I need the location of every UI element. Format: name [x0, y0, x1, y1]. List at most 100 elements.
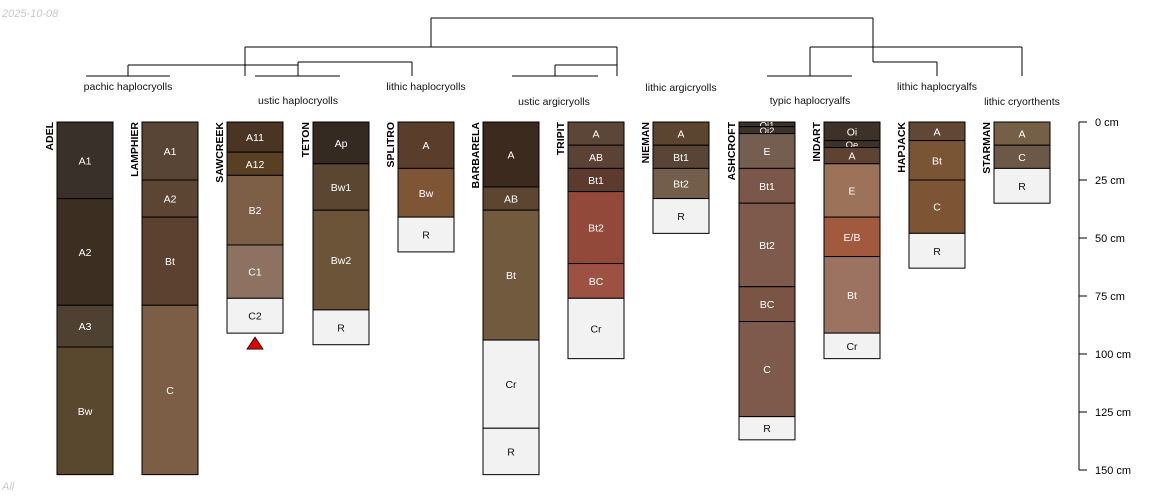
- horizon-label: R: [422, 230, 430, 242]
- horizon-label: R: [1018, 181, 1026, 193]
- horizon-label: Cr: [590, 323, 602, 335]
- group-label-lithic-haplocryalfs: lithic haplocryalfs: [897, 81, 977, 93]
- depth-tick-label: 125 cm: [1095, 407, 1131, 419]
- horizon-sawcreek-c1: [226, 244, 284, 299]
- horizon-teton-bw1: [312, 163, 370, 211]
- horizon-label: Bt1: [759, 181, 775, 193]
- depth-tick-label: 0 cm: [1095, 117, 1119, 129]
- horizon-label: A2: [164, 194, 177, 206]
- horizon-label: C2: [248, 311, 262, 323]
- horizon-label: R: [763, 423, 771, 435]
- profile-barbarela: A AB Bt Cr R BARBARELA: [470, 121, 540, 476]
- group-label-lithic-argicryolls: lithic argicryolls: [645, 82, 716, 94]
- horizon-label: A: [422, 140, 429, 152]
- horizon-label: Bw: [419, 188, 434, 200]
- truncation-marker: [246, 336, 264, 350]
- profile-teton: Ap Bw1 Bw2 R TETON: [300, 121, 370, 346]
- horizon-tripit-cr: [567, 297, 625, 360]
- profile-name-lamphier: LAMPHIER: [129, 122, 141, 177]
- horizon-sawcreek-c2: [226, 297, 284, 334]
- horizon-teton-ap: [312, 121, 370, 165]
- horizon-label: Cr: [846, 341, 858, 353]
- horizon-ashcroft-e: [738, 133, 796, 169]
- horizon-sawcreek-b2: [226, 174, 284, 246]
- horizon-ashcroft-c: [738, 321, 796, 418]
- horizon-nieman-r: [652, 198, 710, 234]
- profile-indart: Oi OeA E E/B Bt Cr INDART: [811, 121, 881, 360]
- profile-name-indart: INDART: [811, 121, 823, 161]
- group-label-ustic-haplocryolls: ustic haplocryolls: [258, 95, 338, 107]
- horizon-tripit-bt2: [567, 191, 625, 265]
- profile-splitro: A Bw R SPLITRO: [385, 121, 455, 253]
- horizon-label: Bw1: [331, 182, 352, 194]
- depth-tick-label: 75 cm: [1095, 291, 1125, 303]
- horizon-label: A: [1018, 129, 1025, 141]
- profile-name-splitro: SPLITRO: [385, 122, 397, 168]
- horizon-splitro-bw: [397, 167, 455, 218]
- horizon-label: Oe: [846, 140, 859, 151]
- horizon-label: Bt: [932, 155, 942, 167]
- horizon-label: AB: [589, 152, 603, 164]
- horizon-hapjack-bt: [908, 140, 966, 181]
- depth-tick-label: 50 cm: [1095, 233, 1125, 245]
- horizon-lamphier-bt: [141, 216, 199, 306]
- horizon-label: AB: [504, 194, 518, 206]
- horizon-ashcroft-bt2: [738, 202, 796, 288]
- horizon-label: R: [677, 211, 685, 223]
- horizon-label: R: [337, 322, 345, 334]
- footer-label: All: [2, 481, 15, 493]
- horizon-label: Oi1: [760, 120, 775, 131]
- group-label-ustic-argicryolls: ustic argicryolls: [518, 96, 590, 108]
- depth-tick-label: 150 cm: [1095, 465, 1131, 477]
- profile-tripit: A AB Bt1 Bt2 BC Cr TRIPIT: [555, 121, 625, 360]
- horizon-label: Bt2: [759, 240, 775, 252]
- horizon-lamphier-c: [141, 304, 199, 476]
- horizon-label: C: [1018, 152, 1026, 164]
- depth-tick-label: 100 cm: [1095, 349, 1131, 361]
- horizon-label: A11: [246, 132, 264, 144]
- horizon-label: Bt1: [673, 152, 689, 164]
- horizon-label: E: [763, 146, 770, 158]
- profile-name-ashcroft: ASHCROFT: [726, 121, 738, 180]
- horizon-label: Cr: [505, 379, 517, 391]
- horizon-teton-r: [312, 309, 370, 346]
- profile-name-adel: ADEL: [44, 121, 56, 150]
- horizon-label: R: [507, 446, 515, 458]
- horizon-label: A3: [79, 321, 92, 333]
- horizon-label: A: [677, 129, 684, 141]
- profile-adel: A1 A2 A3 Bw ADEL: [44, 121, 114, 476]
- horizon-adel-a3: [56, 304, 114, 348]
- horizon-label: Bw: [78, 406, 93, 418]
- group-label-lithic-haplocryolls: lithic haplocryolls: [386, 81, 465, 93]
- horizon-indart-bt: [823, 256, 881, 334]
- profile-name-barbarela: BARBARELA: [470, 122, 482, 189]
- horizon-nieman-bt2: [652, 167, 710, 200]
- profile-name-teton: TETON: [300, 122, 312, 157]
- horizon-label: Bt: [847, 290, 857, 302]
- dendrogram: [86, 17, 1023, 77]
- horizon-label: Bt2: [673, 178, 689, 190]
- horizon-label: A: [507, 149, 514, 161]
- horizon-label: Ap: [335, 138, 348, 150]
- profile-nieman: A Bt1 Bt2 R NIEMAN: [640, 121, 710, 234]
- horizon-label: C: [763, 364, 771, 376]
- group-label-lithic-cryorthents: lithic cryorthents: [984, 96, 1060, 108]
- profile-sawcreek: A11 A12 B2 C1 C2 SAWCREEK: [214, 121, 284, 350]
- horizon-label: A2: [79, 247, 92, 259]
- horizon-ashcroft-bc: [738, 286, 796, 323]
- horizon-indart-e: [823, 163, 881, 218]
- group-label-typic-haplocryalfs: typic haplocryalfs: [770, 95, 851, 107]
- profile-name-nieman: NIEMAN: [640, 122, 652, 163]
- horizon-label: A1: [79, 155, 92, 167]
- group-label-pachic-haplocryolls: pachic haplocryolls: [84, 81, 173, 93]
- profile-hapjack: A Bt C R HAPJACK: [896, 121, 966, 269]
- horizon-barbarela-bt: [482, 209, 540, 341]
- profile-lamphier: A1 A2 Bt C LAMPHIER: [129, 121, 199, 476]
- horizon-teton-bw2: [312, 209, 370, 311]
- horizon-ashcroft-r: [738, 416, 796, 441]
- horizon-label: Bt: [506, 270, 516, 282]
- horizon-label: A12: [246, 159, 265, 171]
- horizon-label: Bt1: [588, 175, 604, 187]
